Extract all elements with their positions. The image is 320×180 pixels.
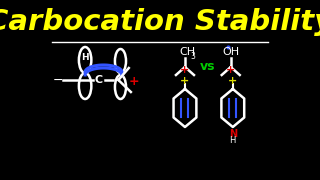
Text: +: + bbox=[180, 65, 189, 75]
Text: +: + bbox=[128, 75, 139, 87]
Text: H: H bbox=[230, 136, 236, 145]
Text: +: + bbox=[180, 76, 189, 86]
Text: −: − bbox=[53, 73, 63, 87]
Text: N: N bbox=[229, 129, 237, 139]
Text: CH: CH bbox=[180, 47, 196, 57]
Text: Carbocation Stability: Carbocation Stability bbox=[0, 8, 320, 36]
Text: 3: 3 bbox=[190, 51, 196, 60]
Text: +: + bbox=[228, 76, 237, 86]
Text: vs: vs bbox=[199, 60, 215, 73]
Text: C: C bbox=[95, 75, 103, 85]
Text: +: + bbox=[226, 65, 235, 75]
Text: H: H bbox=[81, 53, 89, 62]
Text: OH: OH bbox=[222, 47, 239, 57]
